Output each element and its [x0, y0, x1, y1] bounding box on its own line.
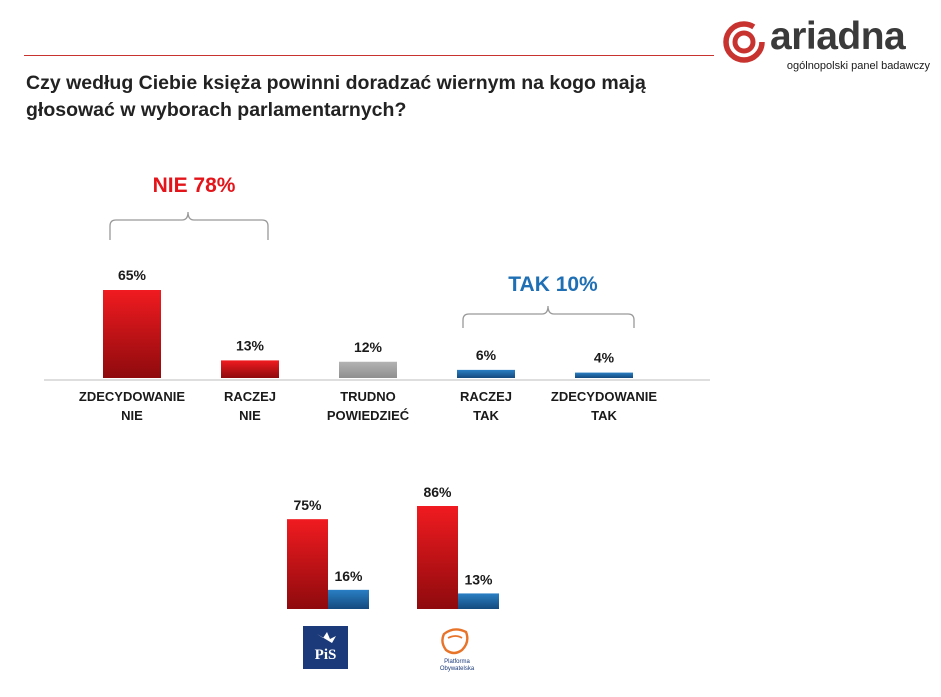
bar-label-2: 12%	[354, 339, 383, 355]
group-label-tak: TAK 10%	[508, 273, 598, 296]
bracket-tak	[462, 305, 635, 328]
party-bar-label-0-1: 16%	[334, 568, 363, 584]
party-bar-label-1-1: 13%	[464, 571, 493, 587]
bar-4	[575, 372, 633, 378]
party-bar-label-1-0: 86%	[423, 484, 452, 500]
question-title: Czy według Ciebie księża powinni doradza…	[26, 72, 646, 121]
party-bar-0-1	[328, 589, 369, 609]
category-label-4: ZDECYDOWANIE TAK	[550, 389, 658, 423]
po-logo-text-line1: Platforma	[444, 659, 470, 665]
logo-subtitle: ogólnopolski panel badawczy	[786, 60, 930, 72]
group-label-nie: NIE 78%	[152, 174, 236, 197]
party-bar-1-1	[458, 593, 499, 609]
party-bar-1-0	[417, 506, 458, 609]
pis-logo: PiS	[303, 626, 348, 669]
category-label-0: ZDECYDOWANIE NIE	[78, 389, 186, 423]
ariadna-spiral-icon	[723, 21, 765, 63]
bar-label-0: 65%	[118, 267, 147, 283]
bar-3	[457, 369, 515, 378]
bracket-nie	[109, 211, 269, 240]
bar-label-1: 13%	[236, 337, 265, 353]
category-label-2: TRUDNO POWIEDZIEĆ	[326, 389, 410, 423]
category-label-3: RACZEJ TAK	[459, 389, 512, 423]
bar-0	[103, 290, 161, 378]
bar-1	[221, 360, 279, 378]
party-bar-label-0-0: 75%	[293, 497, 322, 513]
platforma-obywatelska-logo: Platforma Obywatelska	[432, 624, 482, 672]
bar-label-3: 6%	[476, 347, 497, 363]
logo-word: ariadna	[770, 15, 906, 58]
category-label-1: RACZEJ NIE	[223, 389, 276, 423]
bar-2	[339, 361, 397, 378]
party-bar-0-0	[287, 519, 328, 609]
header-rule	[24, 55, 714, 56]
bar-label-4: 4%	[594, 350, 615, 366]
pis-logo-text: PiS	[315, 647, 337, 663]
ariadna-logo: ariadna ogólnopolski panel badawczy	[722, 15, 934, 76]
po-logo-text-line2: Obywatelska	[440, 666, 475, 672]
